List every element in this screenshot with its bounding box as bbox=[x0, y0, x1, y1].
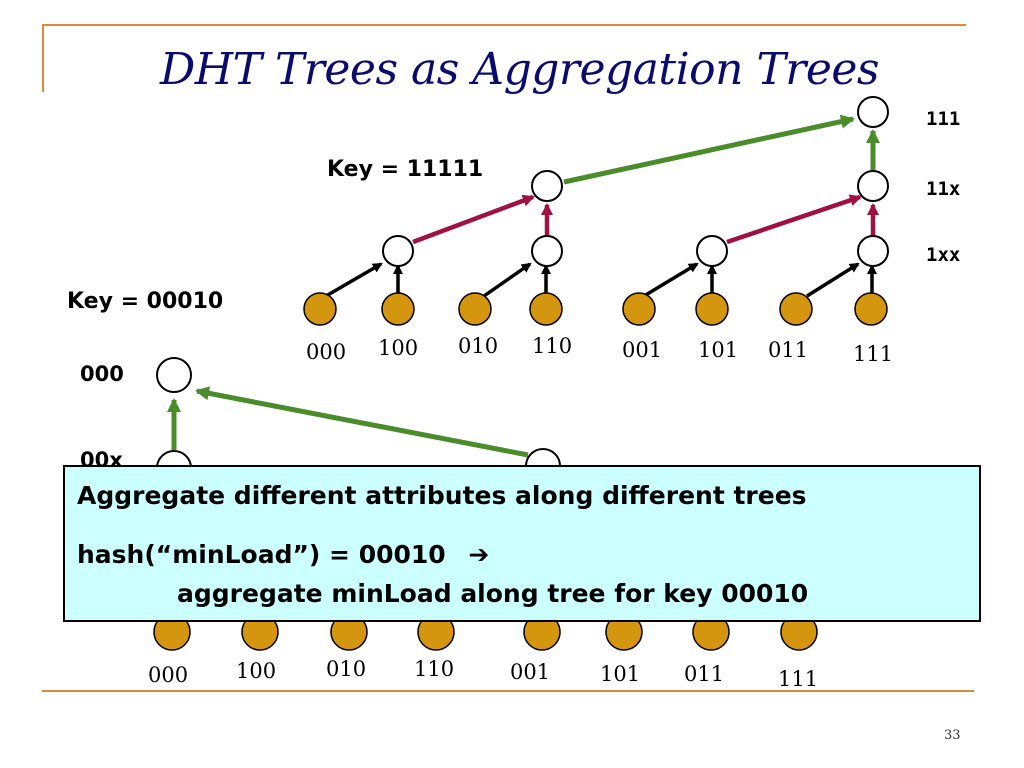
node-1xx-1 bbox=[382, 235, 414, 267]
bottom-leaf-label: 111 bbox=[778, 667, 819, 691]
bottom-leaf-label: 011 bbox=[684, 662, 725, 686]
top-rule bbox=[42, 24, 966, 26]
right-arrow-icon: ➔ bbox=[468, 540, 490, 569]
level-label-000: 000 bbox=[80, 362, 124, 386]
edge-leaf-010 bbox=[483, 262, 532, 298]
bottom-leaf-label: 001 bbox=[510, 660, 551, 684]
leaf-node bbox=[381, 292, 415, 326]
callout-line-3: aggregate minLoad along tree for key 000… bbox=[177, 579, 809, 608]
edge-leaf-011 bbox=[806, 262, 860, 298]
left-rule bbox=[42, 24, 44, 92]
callout-hash-text: hash(“minLoad”) = 00010 bbox=[77, 540, 446, 569]
callout-box: Aggregate different attributes along dif… bbox=[63, 465, 981, 622]
top-leaf-label: 001 bbox=[622, 338, 663, 362]
bottom-leaf-label: 110 bbox=[414, 657, 455, 681]
node-root-111 bbox=[857, 96, 889, 128]
leaf-node bbox=[779, 292, 813, 326]
level-label-11x: 11x bbox=[926, 178, 961, 200]
edge-red-1 bbox=[412, 194, 535, 245]
level-label-111: 111 bbox=[926, 108, 961, 130]
bottom-leaf-label: 100 bbox=[236, 659, 277, 683]
node-1xx-3 bbox=[696, 235, 728, 267]
top-leaf-label: 110 bbox=[532, 334, 573, 358]
level-label-1xx: 1xx bbox=[926, 244, 961, 266]
bottom-leaf-label: 000 bbox=[148, 663, 189, 687]
top-leaf-label: 101 bbox=[698, 338, 739, 362]
callout-line-2: hash(“minLoad”) = 00010 ➔ bbox=[77, 540, 489, 569]
top-key-label: Key = 11111 bbox=[327, 157, 484, 182]
node-root-000 bbox=[156, 357, 192, 393]
bottom-leaf-label: 101 bbox=[600, 662, 641, 686]
edge-green-3 bbox=[195, 386, 529, 458]
edge-leaf-001 bbox=[643, 262, 699, 298]
leaf-node bbox=[458, 292, 492, 326]
bottom-leaf-label: 010 bbox=[326, 657, 367, 681]
page-number: 33 bbox=[944, 728, 961, 743]
edge-leaf-000 bbox=[325, 262, 383, 298]
leaf-node bbox=[622, 292, 656, 326]
node-11x-left bbox=[531, 170, 563, 202]
edge-green-1 bbox=[563, 114, 855, 185]
callout-line-1: Aggregate different attributes along dif… bbox=[77, 481, 807, 510]
node-1xx-4 bbox=[857, 235, 889, 267]
top-leaf-label: 000 bbox=[306, 340, 347, 364]
top-leaf-label: 010 bbox=[458, 334, 499, 358]
bottom-rule bbox=[42, 690, 974, 692]
node-1xx-2 bbox=[531, 235, 563, 267]
leaf-node bbox=[303, 292, 337, 326]
leaf-node bbox=[529, 292, 563, 326]
leaf-node bbox=[695, 292, 729, 326]
top-leaf-label: 011 bbox=[768, 338, 809, 362]
node-11x-right bbox=[857, 170, 889, 202]
slide-title: DHT Trees as Aggregation Trees bbox=[160, 44, 880, 95]
top-leaf-label: 100 bbox=[378, 336, 419, 360]
leaf-node bbox=[854, 292, 888, 326]
bottom-key-label: Key = 00010 bbox=[67, 289, 224, 314]
edge-red-3 bbox=[726, 194, 862, 245]
top-leaf-label: 111 bbox=[853, 342, 894, 366]
